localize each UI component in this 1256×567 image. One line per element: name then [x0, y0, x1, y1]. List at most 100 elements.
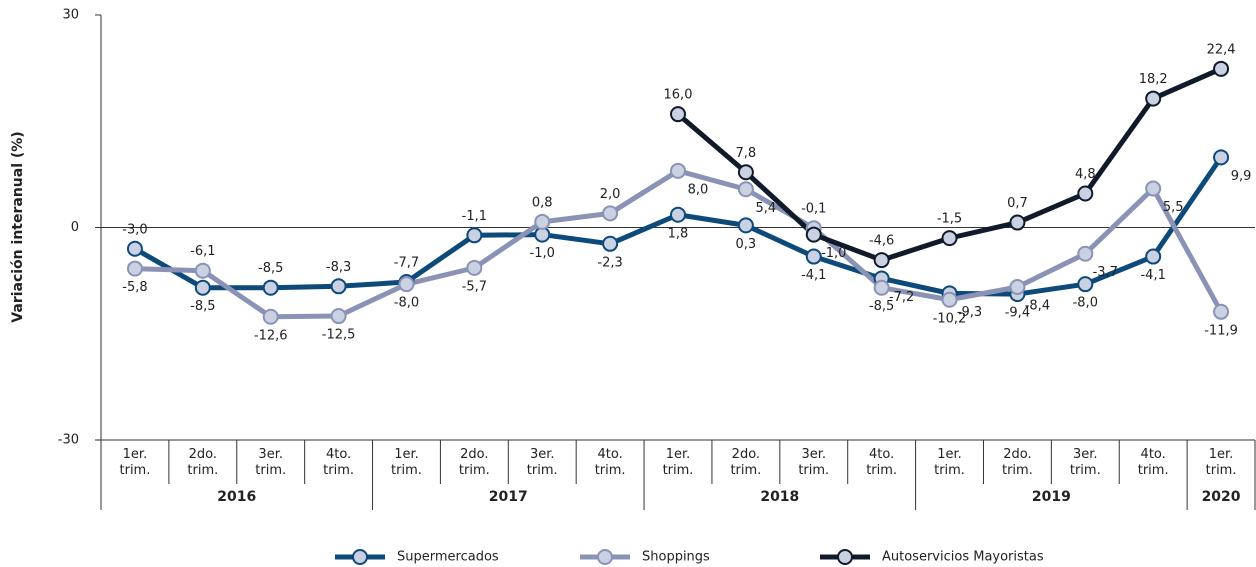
- point: [1009, 214, 1026, 231]
- data-label: -7,2: [889, 290, 914, 305]
- data-label: 5,4: [756, 201, 777, 216]
- point: [1213, 149, 1230, 166]
- data-label: -12,6: [254, 328, 288, 343]
- year-label: 2016: [217, 489, 256, 505]
- point: [873, 252, 890, 269]
- point: [466, 227, 483, 244]
- data-label: -8,5: [869, 299, 894, 314]
- x-tick-label: 2do. trim.: [187, 447, 218, 478]
- x-tick-label: 2do. trim.: [1002, 447, 1033, 478]
- point: [805, 226, 822, 243]
- point: [602, 205, 619, 222]
- data-label: -3,0: [122, 222, 147, 237]
- data-label: -8,0: [394, 296, 419, 311]
- legend-marker: [837, 549, 853, 565]
- point: [670, 106, 686, 123]
- point: [1213, 303, 1230, 320]
- x-tick-label: 1er. trim.: [1206, 447, 1237, 478]
- data-label: -8,5: [258, 261, 283, 276]
- x-tick-label: 4to. trim.: [1138, 447, 1169, 478]
- point: [194, 262, 211, 279]
- x-tick-label: 3er. trim.: [1070, 447, 1101, 478]
- data-label: -6,1: [190, 244, 215, 259]
- point: [1145, 90, 1162, 107]
- point: [737, 181, 754, 198]
- point: [1145, 248, 1162, 265]
- point: [805, 248, 822, 265]
- point: [873, 279, 890, 296]
- point: [534, 213, 551, 230]
- x-tick-label: 1er. trim.: [934, 447, 965, 478]
- x-tick-label: 4to. trim.: [323, 447, 354, 478]
- data-label: -4,6: [869, 234, 894, 249]
- data-label: 4,8: [1075, 167, 1096, 182]
- data-label: -2,3: [597, 255, 622, 270]
- point: [737, 164, 754, 181]
- legend-label: Shoppings: [642, 550, 710, 565]
- data-label: 1,8: [668, 226, 689, 241]
- data-label: 0,3: [736, 237, 757, 252]
- data-label: -8,3: [326, 260, 351, 275]
- x-tick-label: 1er. trim.: [120, 447, 151, 478]
- point: [1009, 279, 1026, 295]
- legend-marker: [352, 549, 368, 565]
- series-line: [134, 168, 1224, 320]
- data-label: -0,1: [801, 202, 826, 217]
- data-label: -1,5: [937, 212, 962, 227]
- y-tick-label: 30: [62, 8, 79, 23]
- point: [398, 276, 415, 293]
- point: [737, 217, 754, 234]
- data-label: -9,3: [957, 305, 982, 320]
- point: [126, 240, 143, 257]
- data-label: -8,5: [190, 299, 215, 314]
- point: [1213, 60, 1230, 77]
- data-label: 16,0: [664, 88, 693, 103]
- y-axis-title: Variación interanual (%): [10, 131, 26, 322]
- point: [466, 259, 483, 276]
- point: [602, 235, 619, 252]
- data-label: -1,1: [462, 209, 487, 224]
- x-tick-label: 3er. trim.: [798, 447, 829, 478]
- data-label: -4,1: [1140, 268, 1165, 283]
- data-label: 8,0: [688, 182, 709, 197]
- x-tick-label: 3er. trim.: [255, 447, 286, 478]
- data-label: 7,8: [736, 146, 757, 161]
- point: [262, 308, 279, 325]
- point: [330, 278, 347, 295]
- data-label: -7,7: [394, 256, 419, 271]
- point: [941, 291, 958, 308]
- data-label: -1,0: [530, 246, 555, 261]
- x-tick-label: 3er. trim.: [527, 447, 558, 478]
- year-label: 2018: [760, 489, 799, 505]
- x-tick-label: 4to. trim.: [866, 447, 897, 478]
- point: [1077, 185, 1094, 202]
- y-tick-label: 0: [71, 220, 79, 235]
- x-tick-label: 2do. trim.: [730, 447, 761, 478]
- legend-label: Supermercados: [397, 550, 499, 565]
- x-tick-label: 1er. trim.: [391, 447, 422, 478]
- data-label: -5,7: [462, 279, 487, 294]
- data-label: 0,8: [532, 195, 553, 210]
- point: [330, 308, 347, 325]
- data-label: -9,4: [1005, 306, 1030, 321]
- year-label: 2017: [489, 489, 528, 505]
- y-tick-label: -30: [58, 433, 79, 448]
- data-label: -10,2: [933, 311, 967, 326]
- x-tick-label: 2do. trim.: [459, 447, 490, 478]
- data-label: -1,0: [821, 246, 846, 261]
- point: [1077, 276, 1094, 293]
- data-label: 18,2: [1139, 72, 1168, 87]
- legend-label: Autoservicios Mayoristas: [882, 550, 1044, 565]
- data-label: 5,5: [1163, 200, 1184, 215]
- point: [670, 206, 686, 223]
- data-label: -3,7: [1093, 265, 1118, 280]
- data-label: 2,0: [600, 187, 621, 202]
- x-tick-label: 1er. trim.: [663, 447, 694, 478]
- data-label: -11,9: [1204, 323, 1238, 338]
- data-label: -8,0: [1073, 296, 1098, 311]
- legend-marker: [597, 549, 613, 565]
- point: [262, 279, 279, 296]
- data-label: 0,7: [1007, 196, 1028, 211]
- point: [1077, 245, 1094, 262]
